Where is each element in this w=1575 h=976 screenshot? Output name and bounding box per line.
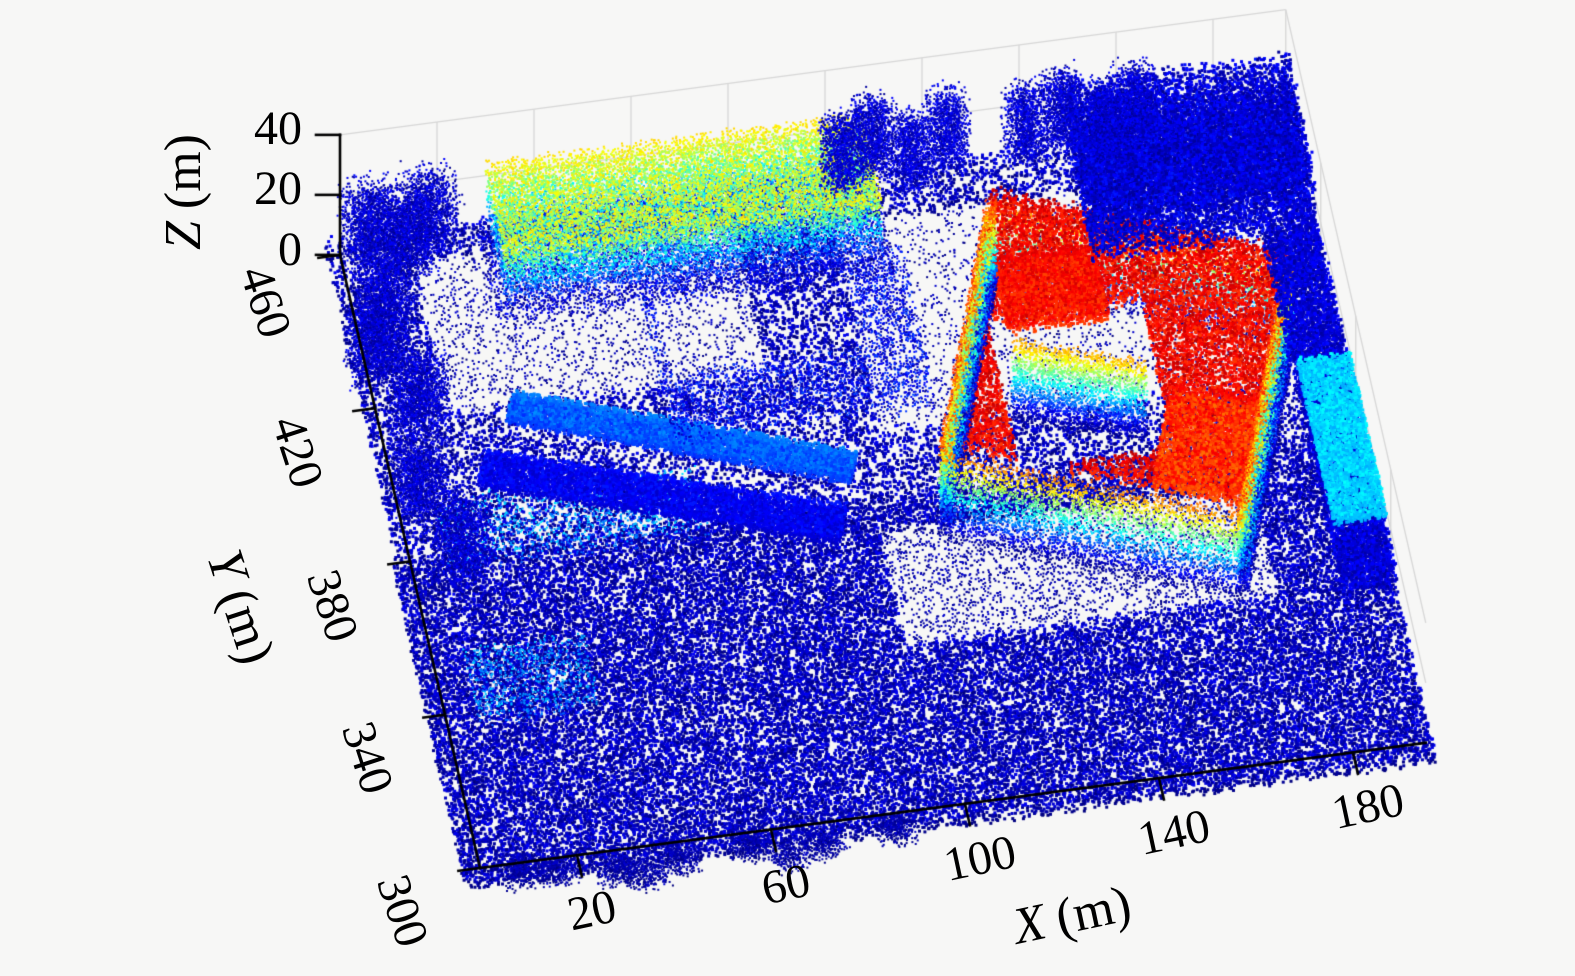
z-axis-label: Z (m) (155, 133, 212, 251)
z-axis-label-var: Z (155, 221, 212, 251)
z-tick-label-40: 40 (254, 102, 302, 155)
x-tick-label-20: 20 (562, 879, 621, 942)
z-tick-label-0: 0 (278, 223, 302, 276)
z-tick-label-20: 20 (254, 162, 302, 215)
z-axis-label-unit: (m) (155, 133, 212, 210)
x-tick-label-60: 60 (756, 853, 815, 916)
